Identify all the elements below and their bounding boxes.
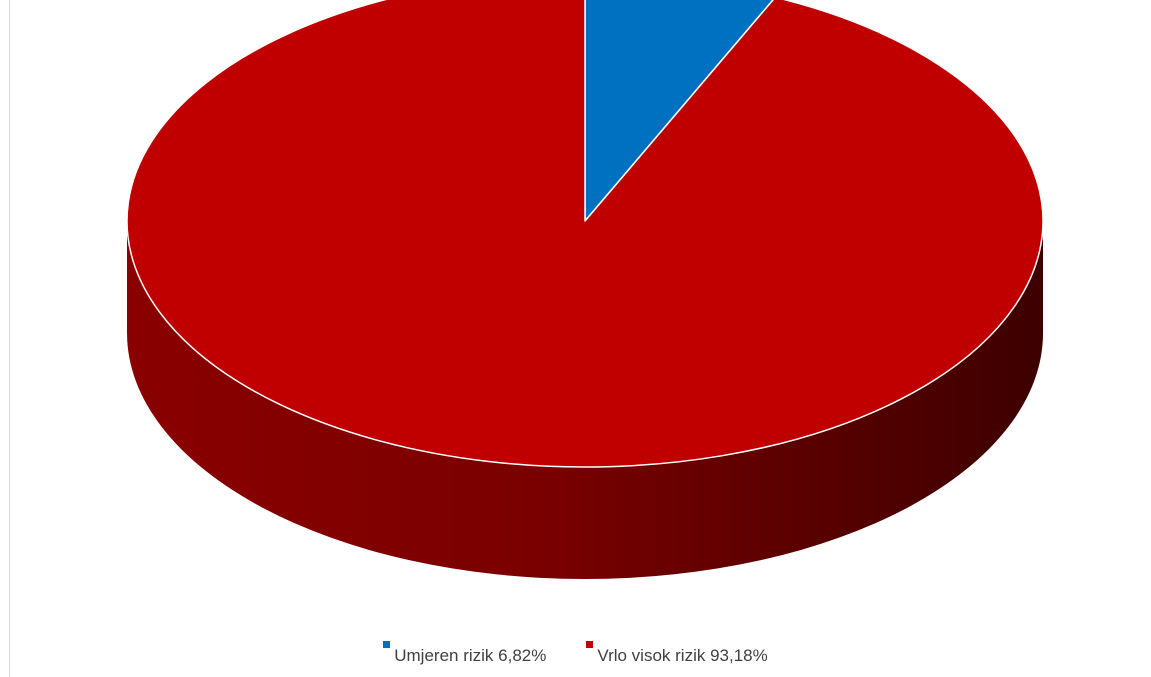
legend-item-umjeren: Umjeren rizik 6,82%	[383, 640, 546, 666]
legend-swatch-vrlo-visok	[586, 641, 593, 648]
legend-swatch-umjeren	[383, 641, 390, 648]
legend-label-vrlo-visok: Vrlo visok rizik	[597, 646, 705, 665]
legend-value-umjeren: 6,82%	[498, 646, 546, 665]
legend-value-vrlo-visok: 93,18%	[710, 646, 768, 665]
legend-item-vrlo-visok: Vrlo visok rizik 93,18%	[586, 640, 767, 666]
pie-slice-vrlo-visok	[127, 0, 1043, 467]
legend: Umjeren rizik 6,82% Vrlo visok rizik 93,…	[0, 640, 1151, 666]
pie-top-face	[127, 0, 1043, 467]
legend-label-umjeren: Umjeren rizik	[394, 646, 493, 665]
